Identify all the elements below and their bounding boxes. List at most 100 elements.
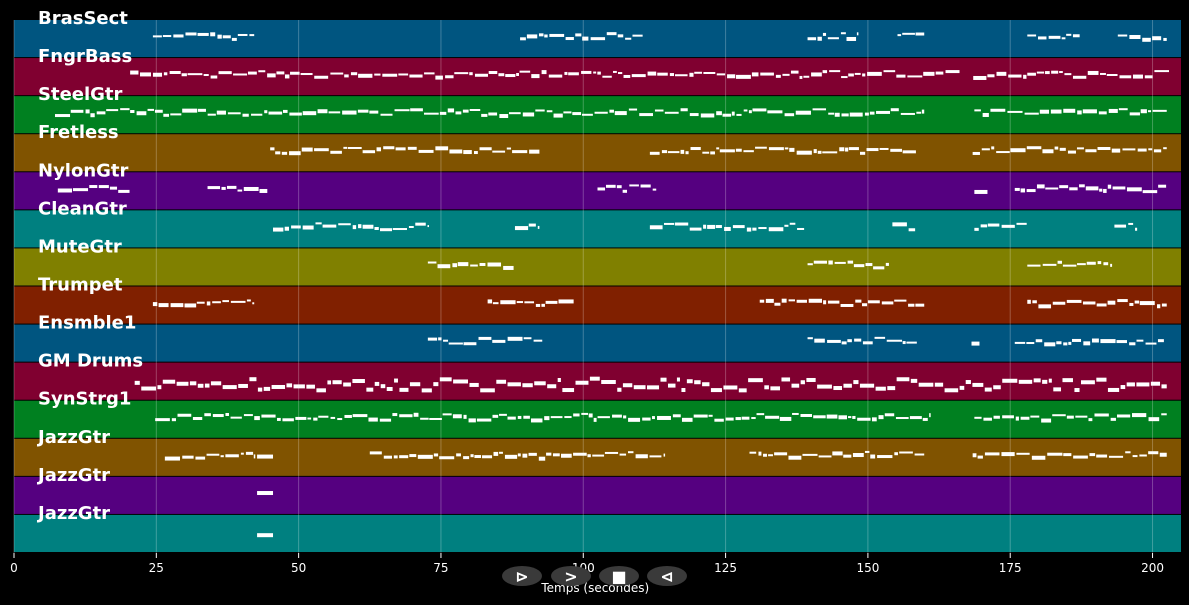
note [330, 416, 336, 419]
note [507, 336, 523, 341]
note [499, 114, 509, 119]
track-label: Ensmble1 [38, 313, 136, 334]
note [147, 108, 155, 111]
note [516, 301, 524, 304]
note [657, 72, 668, 76]
note [463, 456, 470, 460]
note [843, 383, 852, 388]
note [565, 37, 574, 41]
note [1062, 378, 1073, 383]
note [735, 148, 742, 152]
note [417, 454, 433, 459]
note [380, 384, 386, 389]
note [418, 149, 434, 153]
note [330, 72, 344, 75]
note [523, 415, 530, 419]
forward-button[interactable]: > [551, 566, 591, 586]
x-tick-label: 200 [1141, 561, 1164, 575]
track-band [14, 362, 1181, 400]
note [779, 416, 792, 421]
note [197, 108, 206, 112]
note [1118, 108, 1128, 111]
note [1154, 70, 1170, 73]
note [832, 451, 843, 456]
note [1096, 454, 1108, 458]
note [481, 113, 488, 117]
note [725, 417, 734, 421]
note [254, 416, 260, 421]
note [383, 146, 395, 150]
play-icon: ⊳ [515, 566, 529, 586]
note [1002, 415, 1014, 419]
note [1020, 416, 1030, 420]
note [187, 73, 203, 76]
note [625, 37, 632, 40]
note [1048, 35, 1061, 39]
note [427, 225, 430, 228]
note [1096, 377, 1107, 382]
note [238, 383, 248, 388]
note [573, 452, 587, 456]
note [731, 111, 735, 116]
note [861, 303, 868, 307]
note [841, 76, 848, 79]
note [470, 454, 474, 458]
note [445, 75, 454, 79]
back-button[interactable]: ⊲ [647, 566, 687, 586]
note [862, 341, 873, 345]
note [70, 109, 84, 113]
note [710, 388, 722, 393]
note [667, 151, 680, 154]
note [681, 417, 693, 422]
note [1117, 34, 1128, 37]
note [617, 72, 623, 75]
note [853, 380, 859, 385]
note [376, 147, 382, 152]
note [601, 380, 616, 385]
note [864, 112, 869, 116]
note [807, 337, 813, 340]
note [1045, 187, 1059, 190]
note [647, 385, 660, 390]
note [609, 109, 614, 113]
note [944, 388, 959, 393]
note [409, 74, 423, 78]
note [817, 150, 822, 154]
note [528, 452, 537, 456]
note [800, 380, 805, 385]
play-button[interactable]: ⊳ [502, 566, 542, 586]
note [558, 299, 574, 304]
note [1082, 109, 1097, 114]
track-label: JazzGtr [36, 503, 110, 524]
note [915, 32, 925, 36]
note [1066, 415, 1074, 419]
note [197, 32, 209, 36]
x-tick-label: 50 [291, 561, 306, 575]
note [667, 383, 676, 388]
note [379, 418, 392, 422]
note [674, 74, 688, 77]
note [409, 382, 421, 387]
note [1014, 187, 1020, 191]
note [164, 456, 180, 461]
note [841, 341, 847, 345]
note [1057, 260, 1062, 264]
note [797, 227, 805, 230]
note [602, 75, 612, 78]
note [469, 108, 481, 111]
note [1016, 452, 1030, 455]
note [908, 303, 915, 307]
stop-button[interactable]: ■ [599, 566, 639, 586]
note [1052, 414, 1066, 417]
note [1148, 417, 1160, 422]
note [222, 385, 237, 390]
note [382, 73, 398, 77]
note [972, 151, 980, 155]
note [1083, 341, 1091, 346]
note [686, 379, 693, 384]
note [512, 150, 528, 154]
note [492, 302, 499, 305]
note [177, 413, 192, 417]
note [140, 72, 151, 77]
note [756, 413, 765, 416]
